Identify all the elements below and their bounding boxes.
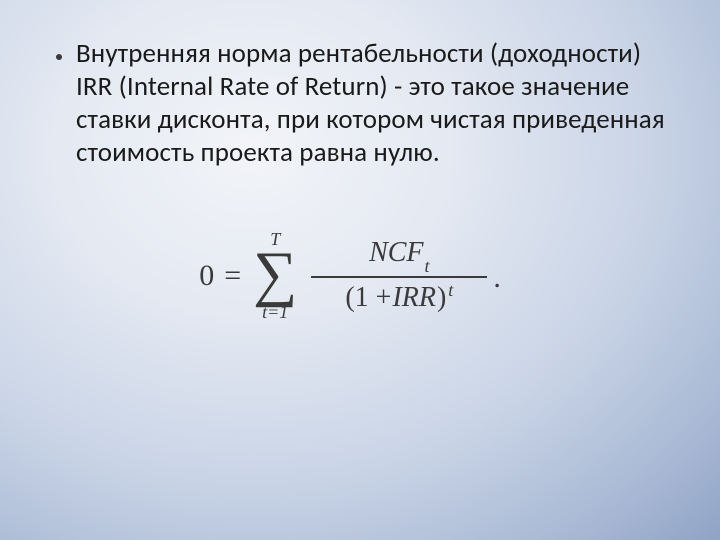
fraction-denominator: (1 + IRR)t (339, 278, 459, 314)
denominator-var: IRR (392, 282, 436, 314)
slide: Внутренняя норма рентабельности (доходно… (0, 0, 720, 540)
formula-terminator: . (493, 261, 501, 295)
fraction: NCFt (1 + IRR)t (311, 237, 487, 314)
equals-sign: = (224, 259, 241, 293)
numerator-base: NCF (369, 237, 423, 268)
summation: T ∑ t=1 (253, 230, 297, 322)
denominator-open: (1 + (345, 282, 391, 314)
bullet-item: Внутренняя норма рентабельности (доходно… (56, 38, 674, 170)
fraction-numerator: NCFt (363, 237, 435, 276)
formula-lhs: 0 (199, 259, 214, 293)
bullet-marker (56, 54, 62, 60)
formula-container: 0 = T ∑ t=1 NCFt (1 + IRR)t . (56, 230, 674, 322)
numerator-subscript: t (425, 256, 430, 276)
denominator-close: ) (437, 282, 446, 314)
sigma-symbol: ∑ (253, 250, 297, 300)
summation-lower: t=1 (262, 303, 288, 321)
irr-equation: 0 = T ∑ t=1 NCFt (1 + IRR)t . (199, 230, 501, 322)
body-text: Внутренняя норма рентабельности (доходно… (76, 38, 674, 170)
denominator-exponent: t (448, 280, 453, 301)
